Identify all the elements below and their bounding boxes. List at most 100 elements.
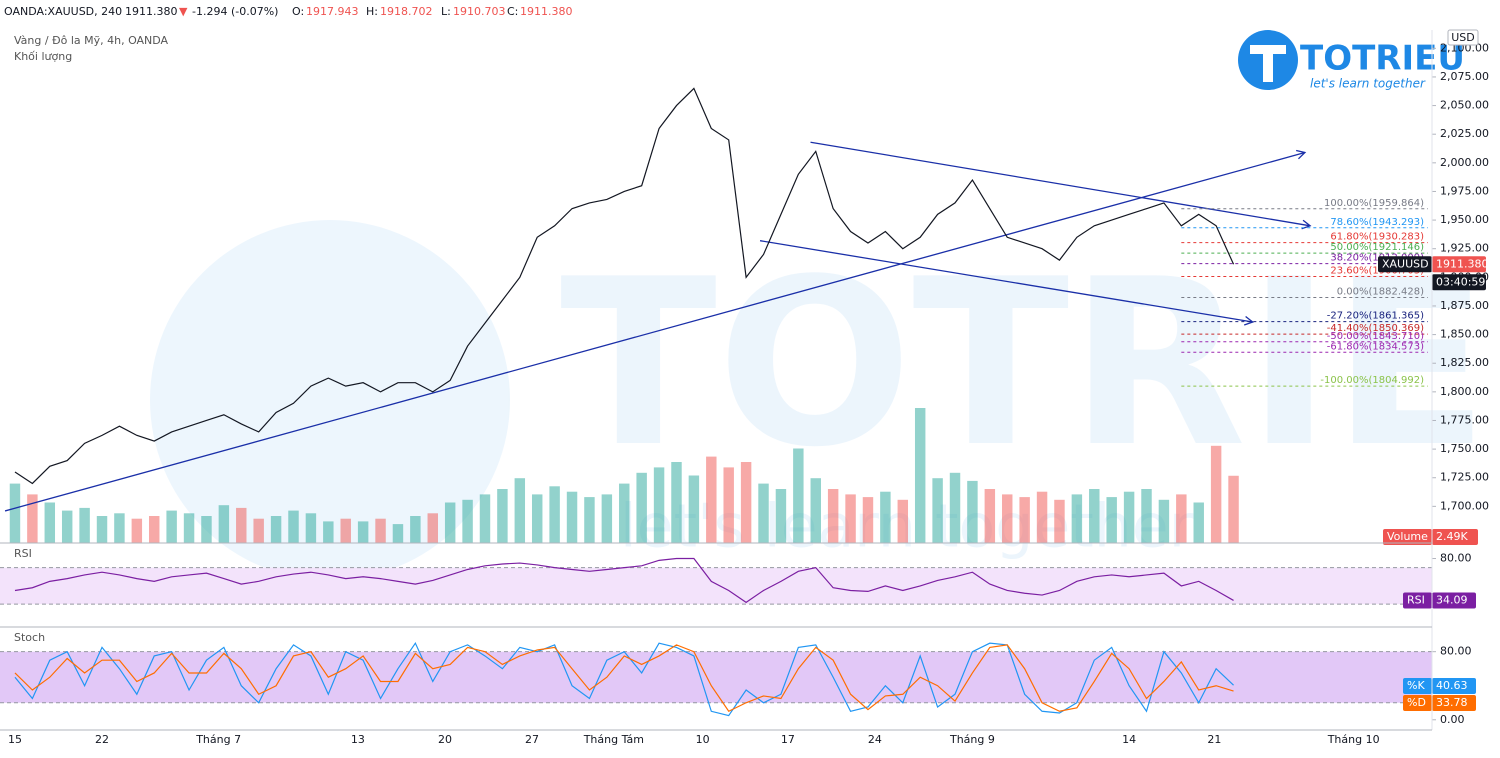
- y-tick-label: 1,750.00: [1440, 442, 1489, 455]
- volume-bar: [357, 521, 369, 543]
- c-label: C:: [507, 5, 518, 18]
- volume-name-bg: [1383, 529, 1432, 545]
- volume-bar: [1089, 489, 1100, 543]
- volume-value-bg: [1432, 529, 1478, 545]
- currency-box: [1447, 29, 1479, 46]
- volume-bar: [288, 510, 299, 543]
- countdown-bg: [1432, 274, 1486, 291]
- currency: USD: [1451, 31, 1475, 44]
- x-tick-label: 22: [95, 733, 109, 746]
- x-tick-label: Tháng Tám: [583, 733, 644, 746]
- o: 1917.943: [306, 5, 359, 18]
- arrow-head: [1301, 219, 1312, 230]
- series-name-bg: [1403, 678, 1432, 694]
- x-tick-label: Tháng 9: [949, 733, 995, 746]
- y-tick-label: 1,950.00: [1440, 213, 1489, 226]
- x-tick-label: 27: [525, 733, 539, 746]
- series-line: [14, 641, 1234, 717]
- volume-bar: [305, 513, 317, 543]
- series-name-bg: [1403, 695, 1432, 711]
- volume-bar: [236, 507, 247, 543]
- x-tick-label: 17: [781, 733, 795, 746]
- countdown: 03:40:59: [1436, 275, 1485, 288]
- volume-bar: [914, 408, 926, 543]
- symbol: OANDA:XAUUSD, 240: [4, 5, 122, 18]
- y-tick-label: 1,925.00: [1440, 242, 1489, 255]
- volume-bar: [462, 499, 473, 543]
- volume-bar: [1106, 497, 1117, 543]
- arrow: ▼: [179, 5, 188, 18]
- subtitle: Vàng / Đô la Mỹ, 4h, OANDA: [14, 34, 169, 47]
- badge-price: 1911.380: [1436, 257, 1489, 270]
- y-tick-label: 1,725.00: [1440, 471, 1489, 484]
- volume-bar: [427, 513, 438, 543]
- badge-symbol-bg: [1378, 256, 1432, 273]
- fib-label: 0.00%(1882.428): [1337, 286, 1424, 297]
- series-line: [14, 644, 1234, 713]
- badge-symbol: XAUUSD: [1382, 257, 1429, 270]
- x-tick-label: 15: [8, 733, 22, 746]
- logo-t: [1250, 45, 1286, 82]
- volume-bar: [27, 494, 38, 543]
- fib-label: 78.60%(1943.293): [1330, 217, 1424, 228]
- volume-name: Volume: [1387, 530, 1428, 543]
- fib-label: 50.00%(1921.146): [1330, 242, 1424, 253]
- volume-bar: [44, 502, 56, 543]
- volume-bar: [601, 494, 613, 543]
- last: 1911.380: [125, 5, 178, 18]
- volume-bar: [1071, 494, 1083, 543]
- series-name: %D: [1407, 696, 1426, 709]
- volume-bar: [1036, 491, 1048, 543]
- volume-bar: [1210, 445, 1222, 543]
- fib-label: 61.80%(1930.283): [1330, 232, 1424, 243]
- l-label: L:: [441, 5, 451, 18]
- c: 1911.380: [520, 5, 573, 18]
- volume-bar: [375, 518, 386, 543]
- y-tick-label: 80.00: [1440, 645, 1472, 658]
- series-last-value-bg: [1432, 592, 1476, 609]
- volume-bar: [514, 478, 526, 543]
- x-tick-label: 13: [351, 733, 365, 746]
- volume-bar: [897, 499, 909, 543]
- watermark-logo: [150, 220, 510, 580]
- volume-bar: [1176, 494, 1187, 543]
- volume-bar: [671, 462, 682, 543]
- volume-bar: [323, 521, 334, 543]
- series-last-value: 40.63: [1436, 679, 1468, 692]
- volume-bar: [149, 516, 160, 543]
- fib-label: -50.00%(1843.710): [1327, 331, 1424, 342]
- volume-bar: [531, 494, 543, 543]
- x-tick-label: Tháng 7: [195, 733, 241, 746]
- volume-bar: [810, 478, 821, 543]
- watermark-text: TOTRIEU: [560, 231, 1500, 498]
- volume-bar: [688, 475, 700, 543]
- y-tick-label: 2,025.00: [1440, 127, 1489, 140]
- logo: TOTRIEU let's learn together: [1238, 30, 1465, 91]
- volume-bar: [201, 516, 212, 543]
- volume-bar: [1193, 502, 1204, 543]
- logo-tagline: let's learn together: [1310, 77, 1426, 91]
- volume-bar: [166, 510, 177, 543]
- volume-title: Khối lượng: [14, 50, 72, 63]
- volume-bar: [619, 483, 630, 543]
- fib-label: 23.60%(1900.703): [1330, 266, 1424, 277]
- y-tick-label: 1,875.00: [1440, 299, 1489, 312]
- series-name: RSI: [1407, 593, 1425, 606]
- volume-bar: [1141, 489, 1152, 543]
- volume-bar: [183, 513, 195, 543]
- volume-bar: [1123, 491, 1135, 543]
- trend-line: [810, 141, 1311, 227]
- volume-bar: [949, 472, 961, 543]
- volume-bar: [270, 516, 282, 543]
- trend-line: [759, 240, 1253, 323]
- volume-bar: [862, 497, 874, 543]
- volume-bar: [410, 516, 421, 543]
- volume-bar: [793, 448, 804, 543]
- fib-label: 100.00%(1959.864): [1324, 198, 1424, 209]
- volume-bar: [1019, 497, 1030, 543]
- volume-bar: [636, 472, 647, 543]
- x-tick-label: 20: [438, 733, 452, 746]
- volume-bar: [392, 524, 404, 543]
- arrow-head: [1296, 149, 1307, 160]
- x-tick-label: 14: [1122, 733, 1136, 746]
